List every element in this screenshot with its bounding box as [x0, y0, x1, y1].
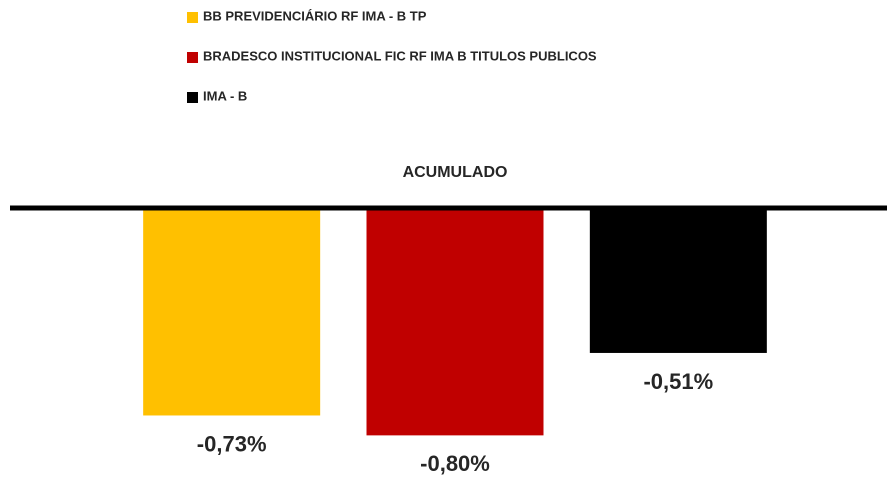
- data-label: -0,73%: [197, 431, 267, 456]
- legend-label: BRADESCO INSTITUCIONAL FIC RF IMA B TITU…: [203, 48, 597, 63]
- bar: [589, 208, 767, 353]
- bar: [366, 208, 544, 436]
- legend-swatch: [187, 12, 198, 23]
- legend-swatch: [187, 52, 198, 63]
- legend-label: BB PREVIDENCIÁRIO RF IMA - B TP: [203, 8, 427, 23]
- data-label: -0,80%: [420, 451, 490, 476]
- legend-label: IMA - B: [203, 88, 247, 103]
- category-label: ACUMULADO: [403, 164, 508, 181]
- legend-swatch: [187, 92, 198, 103]
- bar: [143, 208, 321, 416]
- data-label: -0,51%: [643, 369, 713, 394]
